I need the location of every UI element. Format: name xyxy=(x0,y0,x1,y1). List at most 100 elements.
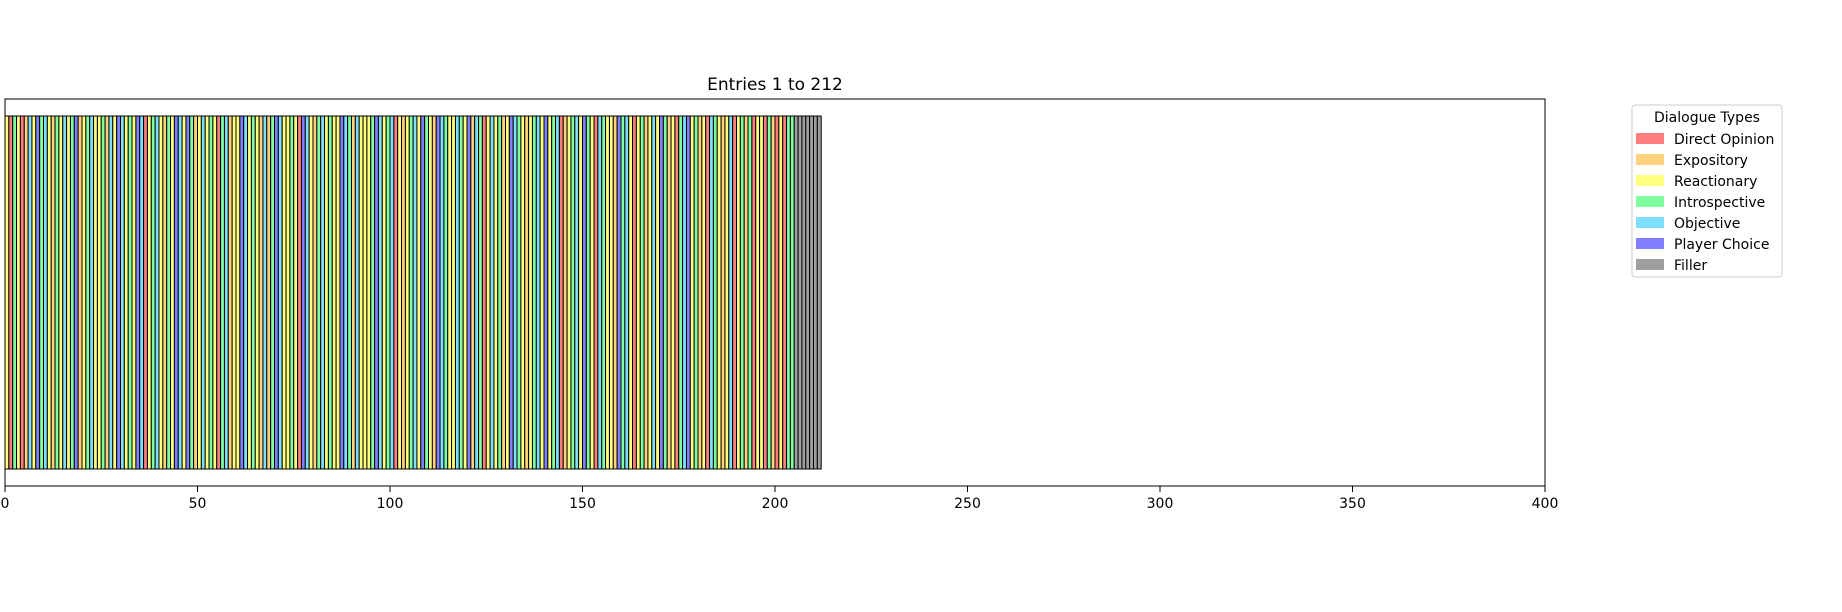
entry-bar xyxy=(235,115,241,470)
entry-bar xyxy=(23,115,29,470)
entry-bar xyxy=(250,115,256,470)
entry-bar xyxy=(782,115,788,470)
entry-bar xyxy=(543,115,549,470)
entry-bar xyxy=(4,115,10,470)
entry-bar xyxy=(285,115,291,470)
entry-bar xyxy=(585,115,591,470)
entry-bar xyxy=(620,115,626,470)
entry-bar xyxy=(697,115,703,470)
entry-bar xyxy=(343,115,349,470)
entry-bar xyxy=(43,115,48,470)
entry-bar xyxy=(331,115,337,470)
entry-bar xyxy=(528,115,533,470)
entry-bar xyxy=(662,115,668,470)
entry-bar xyxy=(96,115,102,470)
entry-bar xyxy=(670,115,676,470)
entry-bar xyxy=(766,115,772,470)
entry-bar xyxy=(655,115,661,470)
entry-bar xyxy=(582,115,587,470)
entry-bar xyxy=(666,115,672,470)
entry-bar xyxy=(173,115,179,470)
entry-bar xyxy=(247,115,252,470)
entry-bar xyxy=(208,115,214,470)
entry-bar xyxy=(216,115,222,470)
entry-bar xyxy=(701,115,707,470)
entry-bar xyxy=(424,115,429,470)
entry-bar xyxy=(732,115,738,470)
entry-bar xyxy=(570,115,576,470)
entry-bar xyxy=(289,115,295,470)
legend-swatch xyxy=(1636,154,1664,165)
entry-bar xyxy=(551,115,557,470)
entry-bar xyxy=(508,115,514,470)
entry-bar xyxy=(793,115,799,470)
entry-bar xyxy=(85,115,91,470)
entry-bar xyxy=(220,115,225,470)
entry-bar xyxy=(8,115,14,470)
entry-bar xyxy=(635,115,641,470)
entry-bar xyxy=(674,115,680,470)
entry-bar xyxy=(274,115,279,470)
entry-bar xyxy=(416,115,422,470)
entry-bar xyxy=(724,115,730,470)
entry-bar xyxy=(270,115,275,470)
entry-bar xyxy=(716,115,722,470)
entry-bar xyxy=(685,115,691,470)
x-tick-label: 300 xyxy=(1147,496,1174,512)
entry-bar xyxy=(739,115,745,470)
entry-bar xyxy=(616,115,622,470)
legend-label: Filler xyxy=(1674,258,1707,274)
entry-bar xyxy=(524,115,530,470)
entry-bar xyxy=(624,115,630,470)
entry-bar xyxy=(601,115,607,470)
entry-bar xyxy=(481,115,487,470)
legend-swatch xyxy=(1636,217,1664,228)
entry-bar xyxy=(193,115,198,470)
entry-bar xyxy=(166,115,172,470)
entry-bar xyxy=(385,115,391,470)
entry-bar xyxy=(223,115,229,470)
x-tick-label: 400 xyxy=(1532,496,1559,512)
entry-bar xyxy=(393,115,399,470)
x-tick-label: 50 xyxy=(189,496,207,512)
entry-bar xyxy=(431,115,437,470)
entry-bar xyxy=(474,115,480,470)
entry-bar xyxy=(689,115,695,470)
x-tick-label: 250 xyxy=(954,496,981,512)
entry-bar xyxy=(297,115,302,470)
entry-bar xyxy=(451,115,456,470)
entry-bar xyxy=(705,115,711,470)
entry-bar xyxy=(377,115,383,470)
entry-bar xyxy=(370,115,376,470)
entry-bar xyxy=(381,115,387,470)
entry-bar xyxy=(143,115,148,470)
x-tick-label: 100 xyxy=(377,496,404,512)
bars-layer xyxy=(4,115,822,470)
entry-bar xyxy=(366,115,372,470)
entry-bar xyxy=(466,115,472,470)
entry-bar xyxy=(362,115,368,470)
entry-bar xyxy=(212,115,218,470)
entry-bar xyxy=(447,115,453,470)
entry-bar xyxy=(774,115,780,470)
legend-swatch xyxy=(1636,133,1664,144)
entry-bar xyxy=(547,115,553,470)
entry-bar xyxy=(58,115,64,470)
entry-bar xyxy=(404,115,410,470)
entry-bar xyxy=(262,115,268,470)
entry-bar xyxy=(470,115,476,470)
entry-bar xyxy=(374,115,379,470)
entry-bar xyxy=(520,115,526,470)
entry-bar xyxy=(31,115,37,470)
legend-label: Expository xyxy=(1674,153,1748,169)
legend-swatch xyxy=(1636,175,1664,186)
legend-label: Reactionary xyxy=(1674,174,1757,190)
entry-bar xyxy=(789,115,795,470)
entry-bar xyxy=(428,115,433,470)
x-tick-label: 0 xyxy=(1,496,10,512)
entry-bar xyxy=(712,115,718,470)
entry-bar xyxy=(39,115,45,470)
entry-bar xyxy=(778,115,784,470)
entry-bar xyxy=(462,115,468,470)
